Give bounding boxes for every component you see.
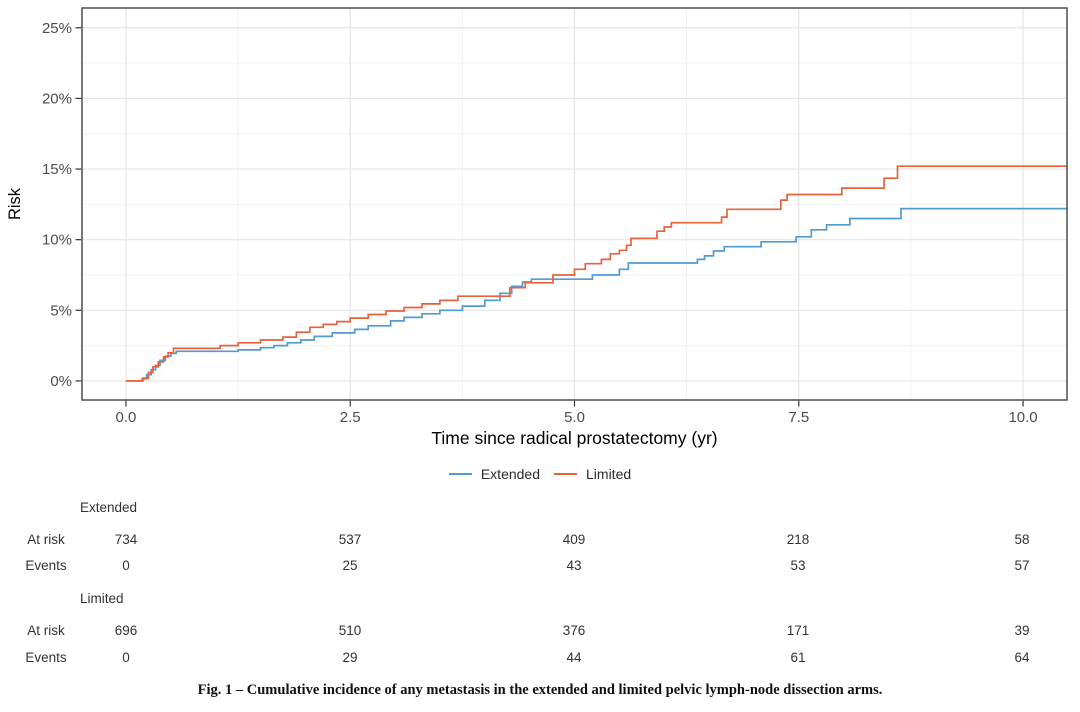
extended-at-risk-row: At risk 734 537 409 218 58 — [0, 530, 1080, 550]
at-risk-count: 218 — [786, 532, 810, 547]
x-axis-title: Time since radical prostatectomy (yr) — [431, 428, 717, 448]
at-risk-row-label: At risk — [27, 623, 65, 638]
y-tick-label: 5% — [50, 302, 72, 319]
risk-table-group-limited-row: Limited — [0, 589, 1080, 609]
events-count: 0 — [122, 650, 130, 665]
extended-events-row: Events 0 25 43 53 57 — [0, 556, 1080, 576]
events-count: 57 — [1014, 558, 1030, 573]
y-tick-label: 15% — [42, 161, 72, 178]
events-count: 61 — [790, 650, 806, 665]
risk-table-group-extended-row: Extended — [0, 498, 1080, 518]
limited-at-risk-row: At risk 696 510 376 171 39 — [0, 621, 1080, 641]
panel-border — [81, 7, 1068, 401]
legend-label-extended: Extended — [480, 466, 541, 482]
at-risk-count: 510 — [338, 623, 362, 638]
figure-caption: Fig. 1 – Cumulative incidence of any met… — [197, 682, 883, 698]
at-risk-row-label: At risk — [27, 532, 65, 547]
x-tick-label: 7.5 — [788, 409, 809, 426]
legend-label-limited: Limited — [586, 466, 632, 482]
y-tick-label: 20% — [42, 90, 72, 107]
events-count: 0 — [122, 558, 130, 573]
events-count: 43 — [566, 558, 582, 573]
legend-item-limited: Limited — [554, 466, 631, 482]
legend-item-extended: Extended — [448, 466, 541, 482]
series-extended-line — [126, 207, 1067, 382]
y-tick-label: 25% — [42, 20, 72, 37]
at-risk-count: 171 — [786, 623, 810, 638]
x-tick-label: 2.5 — [340, 409, 361, 426]
events-count: 44 — [566, 650, 582, 665]
x-tick-label: 0.0 — [116, 409, 137, 426]
limited-events-row: Events 0 29 44 61 64 — [0, 648, 1080, 668]
group-header-limited: Limited — [80, 591, 124, 606]
series-limited-line — [126, 165, 1067, 382]
events-count: 53 — [790, 558, 806, 573]
at-risk-count: 696 — [114, 623, 138, 638]
x-tick-label: 10.0 — [1008, 409, 1037, 426]
events-count: 29 — [342, 650, 358, 665]
y-axis-title: Risk — [6, 187, 24, 220]
y-tick-label: 10% — [42, 232, 72, 249]
chart-svg: 0.0 2.5 5.0 7.5 10.0 0% 5% 10% 15% 20% 25% Risk Time… — [6, 7, 1068, 448]
extended-line-swatch — [448, 472, 472, 476]
chart-legend: Extended Limited — [0, 463, 1080, 485]
at-risk-count: 734 — [114, 532, 138, 547]
events-count: 25 — [342, 558, 358, 573]
at-risk-count: 39 — [1014, 623, 1030, 638]
at-risk-count: 58 — [1014, 532, 1030, 547]
x-tick-label: 5.0 — [564, 409, 585, 426]
at-risk-count: 409 — [562, 532, 586, 547]
y-tick-label: 0% — [50, 373, 72, 390]
limited-line-swatch — [554, 472, 578, 476]
events-row-label: Events — [25, 558, 67, 573]
events-count: 64 — [1014, 650, 1030, 665]
at-risk-count: 376 — [562, 623, 586, 638]
events-row-label: Events — [25, 650, 67, 665]
group-header-extended: Extended — [80, 500, 138, 515]
at-risk-count: 537 — [338, 532, 362, 547]
